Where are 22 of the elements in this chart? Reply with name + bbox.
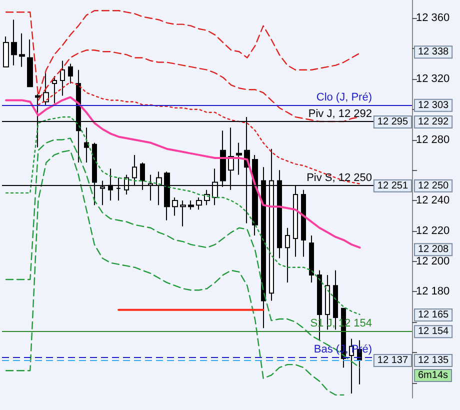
- y-tick-label: 12 220: [416, 224, 450, 237]
- annotation: 12 251: [377, 180, 408, 192]
- y-tick-label: 12 360: [416, 12, 450, 24]
- y-tick-label: 12 240: [416, 194, 450, 207]
- y-tick-label: 12 280: [416, 134, 450, 146]
- y-tick-label: 12 200: [416, 255, 450, 268]
- y-tick-label: 12 320: [416, 72, 450, 85]
- annotation: 12 250: [418, 180, 450, 192]
- y-tick-label: 12 180: [416, 286, 450, 298]
- ref-line-label: Piv J, 12 292: [308, 108, 372, 120]
- annotation: 12 154: [418, 326, 450, 338]
- annotation: 12 208: [418, 244, 450, 256]
- annotation: 12 137: [377, 355, 408, 366]
- ref-line-label: Clo (J, Pré): [316, 91, 372, 104]
- annotation: 12 338: [418, 46, 450, 58]
- annotation: 12 165: [418, 309, 450, 320]
- text: 6m14s: [418, 370, 448, 382]
- annotation: 12 295: [377, 116, 408, 128]
- annotation: 12 303: [418, 100, 450, 111]
- annotation: 12 292: [418, 116, 450, 128]
- annotation: 12 135: [418, 355, 450, 366]
- ref-line-label: Piv S, 12 250: [306, 172, 372, 184]
